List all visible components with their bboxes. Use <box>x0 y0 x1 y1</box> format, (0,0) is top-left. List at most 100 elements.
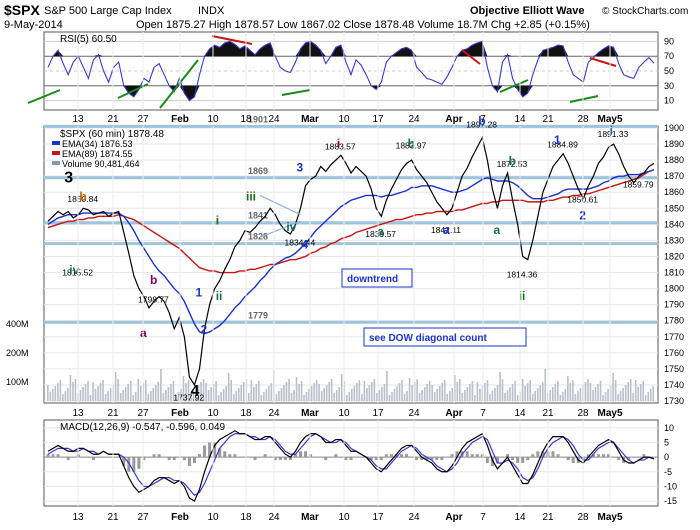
macd-histogram-bar <box>586 454 590 458</box>
macd-histogram-bar <box>455 451 459 458</box>
volume-bar <box>587 379 589 401</box>
volume-bar <box>516 395 519 401</box>
x-tick-label: 10 <box>338 408 350 419</box>
volume-bar <box>386 371 388 401</box>
volume-bar <box>134 392 137 401</box>
ohlc-line: Open 1875.27 High 1878.57 Low 1867.02 Cl… <box>136 19 590 31</box>
wave-label: i <box>337 136 340 150</box>
volume-bar <box>323 388 325 401</box>
volume-bar <box>52 389 54 401</box>
volume-bar <box>484 383 486 401</box>
macd-histogram-bar <box>223 451 227 458</box>
x-tick-label: Apr <box>445 512 462 523</box>
volume-bar <box>328 382 330 401</box>
volume-bar <box>240 385 243 401</box>
volume-bar <box>564 389 567 401</box>
volume-bar <box>197 385 200 401</box>
volume-bar <box>69 375 72 401</box>
wave-label: 3 <box>64 170 73 187</box>
price-tick-label: 1820 <box>664 251 684 261</box>
rsi-divergence-line <box>281 89 311 96</box>
macd-histogram-bar <box>137 457 141 469</box>
price-tick-label: 1850 <box>664 203 684 213</box>
x-tick-label: 13 <box>72 114 84 125</box>
macd-histogram-bar <box>480 454 484 458</box>
macd-histogram-bar <box>516 457 520 463</box>
volume-bar <box>594 387 597 401</box>
volume-bar <box>202 379 205 401</box>
macd-histogram-bar <box>182 457 186 461</box>
price-tick-label: 1740 <box>664 380 684 390</box>
volume-bar <box>230 380 233 401</box>
macd-histogram-bar <box>91 457 95 461</box>
price-label: 1842.11 <box>431 225 461 235</box>
volume-bar <box>265 389 268 401</box>
x-tick-label: 17 <box>372 114 384 125</box>
series-line-ema34 <box>47 169 655 335</box>
volume-bar <box>481 386 484 401</box>
x-tick-label: 21 <box>107 408 119 419</box>
volume-bar <box>622 388 624 401</box>
volume-bar <box>325 385 328 401</box>
volume-bar <box>242 382 245 401</box>
volume-bar <box>225 386 227 401</box>
macd-histogram-bar <box>61 457 65 458</box>
macd-histogram-bar <box>117 457 121 458</box>
volume-bar <box>501 379 504 401</box>
x-tick-label: 18 <box>240 408 252 419</box>
volume-bar <box>152 388 155 401</box>
pattern-line <box>259 194 301 216</box>
volume-bar <box>373 379 376 401</box>
volume-bar <box>295 377 298 401</box>
chart-title: Objective Elliott Wave <box>470 5 585 17</box>
downtrend-box <box>341 268 413 288</box>
volume-bar <box>541 382 544 401</box>
volume-bar <box>150 391 152 401</box>
x-tick-label: 24 <box>408 114 420 125</box>
x-tick-label: 21 <box>542 512 554 523</box>
volume-bar <box>499 372 501 401</box>
volume-bar <box>521 379 524 401</box>
macd-tick-label: -15 <box>664 496 677 506</box>
volume-bar <box>333 393 336 401</box>
volume-bar <box>170 384 172 401</box>
volume-bar <box>489 394 491 401</box>
volume-bar <box>428 381 431 401</box>
macd-histogram-bar <box>132 457 136 472</box>
wave-label: 3 <box>297 160 304 174</box>
macd-histogram-bar <box>400 454 403 458</box>
x-tick-label: 7 <box>480 408 486 419</box>
macd-histogram-bar <box>218 448 222 458</box>
macd-histogram-bar <box>268 457 272 458</box>
volume-bar <box>491 391 494 401</box>
macd-histogram-bar <box>556 454 560 458</box>
macd-histogram-bar <box>162 457 166 458</box>
volume-bar <box>471 381 474 401</box>
volume-bar <box>340 374 343 401</box>
index-name: S&P 500 Large Cap Index <box>44 5 172 17</box>
legend-ema89-swatch <box>52 151 60 155</box>
volume-bar <box>97 386 99 401</box>
macd-histogram-bar <box>263 454 267 458</box>
volume-bar <box>49 392 52 401</box>
volume-bar <box>132 395 135 401</box>
volume-bar <box>381 387 383 401</box>
volume-bar <box>175 395 177 401</box>
price-label: 1798.77 <box>138 295 169 305</box>
price-label: 1883.97 <box>396 141 427 151</box>
volume-bar <box>215 381 217 401</box>
volume-bar <box>632 393 634 401</box>
x-tick-label: 28 <box>577 408 589 419</box>
volume-bar <box>544 369 547 401</box>
volume-bar <box>155 385 157 401</box>
wave-label: a <box>443 223 450 237</box>
macd-histogram-bar <box>46 454 50 458</box>
legend-volume-swatch <box>52 161 60 165</box>
volume-bar <box>288 379 290 401</box>
macd-histogram-bar <box>420 457 424 461</box>
wave-label: b <box>509 154 516 168</box>
volume-bar <box>232 394 235 401</box>
x-tick-label: 21 <box>542 408 554 419</box>
price-tick-label: 1760 <box>664 348 684 358</box>
